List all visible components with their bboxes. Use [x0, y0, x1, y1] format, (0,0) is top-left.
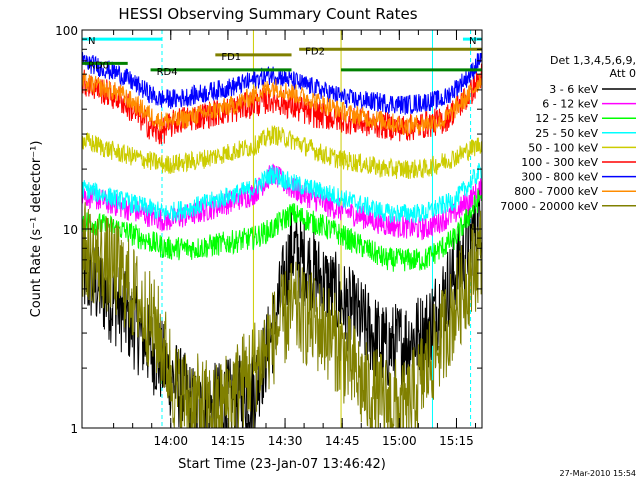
legend-label-25-50-kev: 25 - 50 keV [535, 127, 598, 140]
legend-label-300-800-kev: 300 - 800 keV [521, 171, 598, 184]
legend: Det 1,3,4,5,6,9,Att 0 3 - 6 keV 6 - 12 keV… [500, 54, 636, 213]
plot-area [82, 30, 482, 428]
y-tick-label-10: 10 [63, 223, 78, 237]
chart-title: HESSI Observing Summary Count Rates [118, 5, 417, 23]
series-25-50-kev [82, 162, 482, 224]
overlay-label-rd4-5: RD4 [157, 67, 178, 78]
y-axis-label: Count Rate (s⁻¹ detector⁻¹) [29, 141, 44, 318]
legend-header-1: Att 0 [610, 67, 636, 80]
series-7000-20000-kev [82, 202, 482, 428]
legend-label-50-100-kev: 50 - 100 keV [528, 141, 598, 154]
x-tick-label-15-00: 15:00 [382, 434, 417, 448]
y-tick-label-100: 100 [55, 24, 78, 38]
overlay-label-n-1: N [469, 36, 476, 47]
x-axis-label: Start Time (23-Jan-07 13:46:42) [178, 457, 386, 472]
x-tick-label-14-15: 14:15 [211, 434, 246, 448]
y-axis: 1 10 100 [55, 24, 482, 436]
legend-label-7000-20000-kev: 7000 - 20000 keV [500, 200, 598, 213]
series-300-800-kev [82, 52, 482, 115]
legend-label-100-300-kev: 100 - 300 keV [521, 156, 598, 169]
y-tick-label-1: 1 [70, 422, 78, 436]
legend-label-3-6-kev: 3 - 6 keV [549, 83, 598, 96]
overlay-label-rd0-4: RD0 [88, 60, 109, 71]
x-tick-label-14-00: 14:00 [153, 434, 188, 448]
legend-label-12-25-kev: 12 - 25 keV [535, 112, 598, 125]
overlay-label-fd2-3: FD2 [305, 46, 325, 57]
legend-label-800-7000-kev: 800 - 7000 keV [514, 185, 598, 198]
series-800-7000-kev [82, 72, 482, 136]
x-tick-label-14-30: 14:30 [268, 434, 303, 448]
overlay-label-n-0: N [88, 36, 95, 47]
series-12-25-kev [82, 188, 482, 272]
series-50-100-kev [82, 125, 482, 180]
overlay-bars: N N FD1 FD2 RD0 RD4 [82, 36, 482, 78]
legend-header-0: Det 1,3,4,5,6,9, [550, 54, 636, 67]
legend-label-6-12-kev: 6 - 12 keV [542, 98, 598, 111]
x-axis: 14:00 14:15 14:30 14:45 15:00 15:15 [113, 30, 477, 448]
overlay-label-fd1-2: FD1 [221, 52, 241, 63]
footer-timestamp: 27-Mar-2010 15:54 [560, 469, 637, 478]
x-tick-label-14-45: 14:45 [325, 434, 360, 448]
x-tick-label-15-15: 15:15 [439, 434, 474, 448]
